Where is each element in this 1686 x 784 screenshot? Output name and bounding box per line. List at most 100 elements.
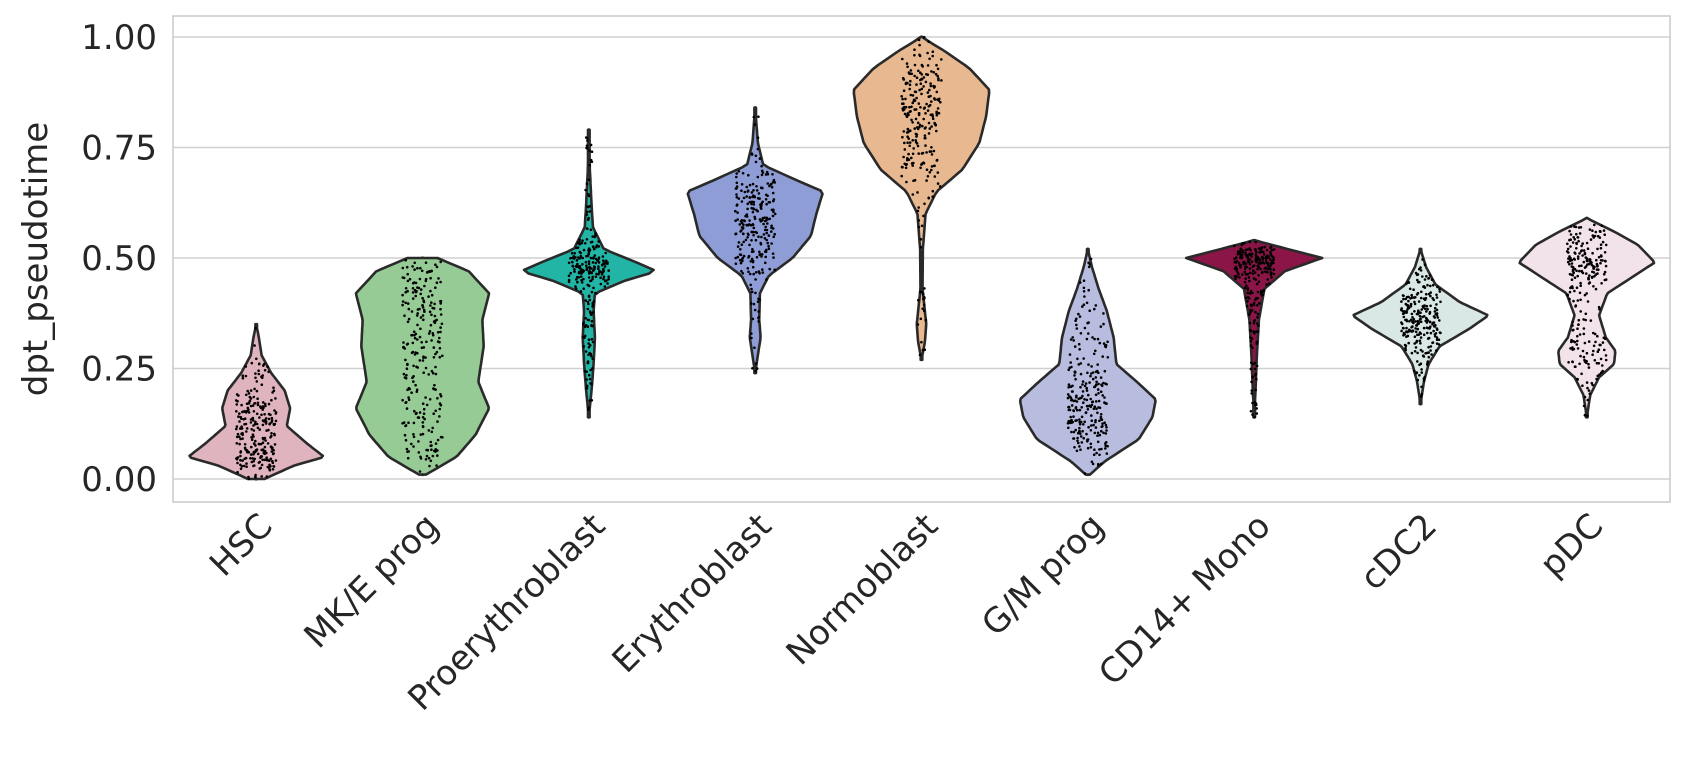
data-point: [745, 223, 749, 227]
data-point: [591, 305, 594, 308]
data-point: [926, 91, 930, 94]
data-point: [254, 376, 257, 380]
data-point: [587, 205, 590, 209]
data-point: [1103, 421, 1106, 425]
data-point: [1578, 333, 1582, 336]
data-point: [1422, 333, 1426, 337]
data-point: [430, 293, 434, 297]
data-point: [587, 345, 591, 349]
data-point: [590, 150, 594, 153]
data-point: [1099, 413, 1103, 416]
data-point: [1087, 332, 1090, 335]
data-point: [734, 219, 737, 222]
y-tick-label: 0.75: [81, 129, 157, 169]
data-point: [1401, 326, 1405, 330]
data-point: [741, 256, 745, 260]
data-point: [579, 275, 583, 278]
data-point: [766, 218, 769, 221]
data-point: [1254, 372, 1258, 376]
data-point: [1237, 261, 1241, 265]
data-point: [1254, 255, 1258, 259]
data-point: [404, 438, 408, 442]
data-point: [769, 183, 772, 187]
data-point: [425, 403, 429, 407]
data-point: [430, 448, 433, 452]
data-point: [1099, 390, 1103, 394]
data-point: [922, 117, 925, 121]
data-point: [1089, 374, 1092, 378]
data-point: [1068, 366, 1071, 370]
data-point: [410, 334, 413, 337]
data-point: [746, 236, 749, 239]
data-point: [437, 277, 440, 280]
data-point: [756, 147, 760, 151]
data-point: [260, 442, 263, 446]
data-point: [1581, 242, 1584, 245]
data-point: [1404, 310, 1408, 313]
data-point: [1246, 254, 1249, 257]
data-point: [591, 277, 594, 281]
data-point: [1066, 421, 1070, 425]
data-point: [1604, 259, 1607, 263]
data-point: [1255, 296, 1258, 300]
data-point: [571, 260, 574, 264]
data-point: [1420, 371, 1423, 374]
data-point: [245, 427, 249, 430]
data-point: [916, 144, 920, 148]
data-point: [575, 246, 578, 250]
data-point: [261, 423, 265, 427]
data-point: [1092, 352, 1096, 356]
data-point: [569, 257, 572, 260]
data-point: [435, 265, 439, 269]
data-point: [239, 458, 242, 462]
data-point: [1577, 323, 1580, 326]
data-point: [252, 435, 255, 438]
data-point: [250, 438, 254, 442]
data-point: [758, 197, 761, 200]
data-point: [1083, 398, 1086, 401]
data-point: [1264, 270, 1267, 274]
data-point: [1079, 372, 1083, 376]
data-point: [1234, 265, 1238, 269]
data-point: [587, 294, 591, 298]
data-point: [1262, 289, 1266, 292]
data-point: [606, 262, 609, 266]
data-point: [931, 50, 935, 53]
data-point: [1588, 258, 1592, 261]
data-point: [1085, 398, 1089, 402]
data-point: [751, 265, 755, 269]
data-point: [1257, 324, 1260, 328]
data-point: [1575, 241, 1578, 245]
data-point: [734, 209, 737, 213]
data-point: [1594, 230, 1598, 234]
data-point: [761, 268, 764, 271]
data-point: [741, 171, 745, 175]
data-point: [752, 302, 756, 306]
data-point: [904, 81, 908, 85]
data-point: [1568, 290, 1572, 294]
data-point: [607, 275, 610, 279]
data-point: [740, 189, 743, 192]
data-point: [1255, 342, 1259, 345]
data-point: [1094, 304, 1098, 307]
data-point: [748, 183, 752, 187]
data-point: [594, 275, 598, 279]
data-point: [412, 445, 415, 448]
data-point: [1421, 258, 1424, 261]
data-point: [921, 348, 925, 352]
data-point: [1072, 409, 1075, 412]
data-point: [1601, 240, 1605, 244]
data-point: [1089, 405, 1093, 409]
data-point: [765, 202, 768, 206]
data-point: [919, 317, 923, 321]
data-point: [773, 212, 777, 216]
data-point: [602, 275, 606, 279]
data-point: [911, 152, 915, 156]
data-point: [1432, 329, 1435, 333]
data-point: [440, 322, 444, 326]
data-point: [749, 260, 753, 263]
data-point: [249, 404, 253, 408]
data-point: [588, 248, 592, 252]
data-point: [1597, 348, 1601, 352]
data-point: [419, 288, 423, 291]
